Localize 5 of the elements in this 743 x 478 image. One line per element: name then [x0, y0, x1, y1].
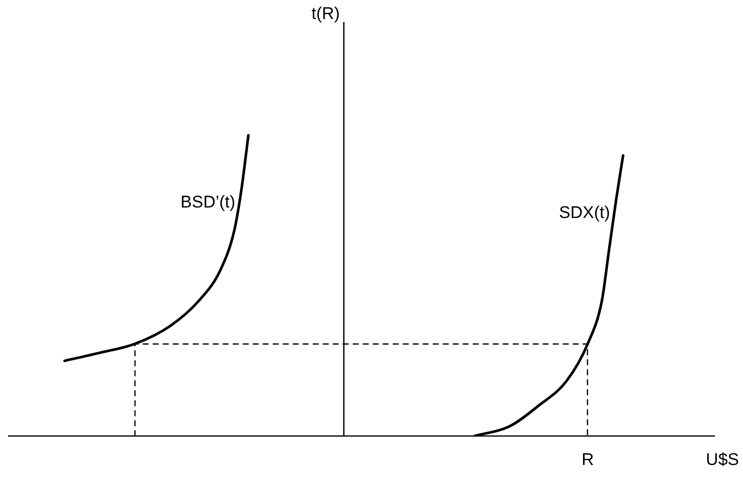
x-axis-title: U$S: [706, 450, 739, 470]
series-label: SDX(t): [559, 202, 610, 222]
series-label: BSD’(t): [180, 192, 236, 212]
text: R: [582, 450, 594, 470]
text: t(R): [311, 4, 340, 24]
